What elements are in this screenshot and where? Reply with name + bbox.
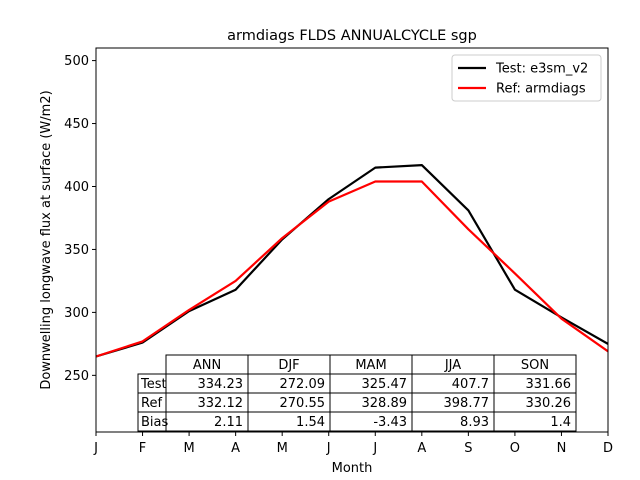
x-tick-label: S [464, 441, 472, 456]
y-tick-label: 250 [64, 369, 89, 384]
table-cell-value: 328.89 [362, 396, 408, 411]
table-col-label: ANN [193, 358, 221, 373]
x-tick-label: J [93, 441, 98, 456]
table-cell [493, 411, 577, 432]
x-tick-label: M [277, 441, 288, 456]
table-col-label: DJF [278, 358, 299, 373]
table-cell-value: 398.77 [444, 396, 490, 411]
table-cell-value: 1.54 [296, 415, 325, 430]
x-tick-label: O [510, 441, 520, 456]
table-cell-value: 407.7 [452, 377, 489, 392]
table-cell-value: 331.66 [526, 377, 572, 392]
table-cell-value: 272.09 [280, 377, 326, 392]
table-cell-value: -3.43 [373, 415, 407, 430]
x-tick-label: D [603, 441, 613, 456]
table-cell-value: 325.47 [362, 377, 408, 392]
table-col-label: SON [521, 358, 549, 373]
x-tick-label: A [231, 441, 240, 456]
y-axis-ticks: 250 300 350 400 450 500 [64, 54, 96, 384]
x-tick-label: M [183, 441, 194, 456]
series-line [96, 180, 608, 358]
table-row-label: Test [140, 377, 167, 392]
x-tick-label: F [139, 441, 146, 456]
table-row-label: Bias [141, 415, 168, 430]
series-line [96, 164, 608, 358]
legend-entry-label: Test: e3sm_v2 [495, 62, 588, 77]
table-cell-value: 8.93 [460, 415, 489, 430]
table-cell-value: 330.26 [526, 396, 572, 411]
y-tick-label: 400 [64, 180, 89, 195]
table-col-label: MAM [355, 358, 386, 373]
plot-frame [95, 47, 609, 433]
table-cell-value: 1.4 [550, 415, 571, 430]
x-tick-label: J [372, 441, 377, 456]
y-axis-label: Downwelling longwave flux at surface (W/… [39, 90, 54, 389]
y-tick-label: 450 [64, 117, 89, 132]
table-cell-value: 334.23 [198, 377, 244, 392]
y-tick-label: 500 [64, 54, 89, 69]
x-tick-label: N [557, 441, 567, 456]
series-layer [96, 164, 608, 358]
chart-title: armdiags FLDS ANNUALCYCLE sgp [227, 28, 477, 44]
y-tick-label: 350 [64, 243, 89, 258]
stats-table: ANN DJF MAM JJA SON 334.23 272.09 325.47 407.7 33… [137, 354, 577, 432]
table-cell-value: 2.11 [214, 415, 243, 430]
table-cell-value: 270.55 [280, 396, 326, 411]
legend-box [451, 54, 602, 102]
x-axis-label: Month [332, 461, 373, 476]
table-cell-value: 332.12 [198, 396, 244, 411]
legend-entry-label: Ref: armdiags [496, 82, 586, 97]
table-col-label: JJA [444, 358, 461, 373]
table-row-label: Ref [141, 396, 162, 411]
x-tick-label: J [326, 441, 331, 456]
y-tick-label: 300 [64, 306, 89, 321]
legend: Test: e3sm_v2 Ref: armdiags [451, 54, 602, 102]
x-tick-label: A [417, 441, 426, 456]
